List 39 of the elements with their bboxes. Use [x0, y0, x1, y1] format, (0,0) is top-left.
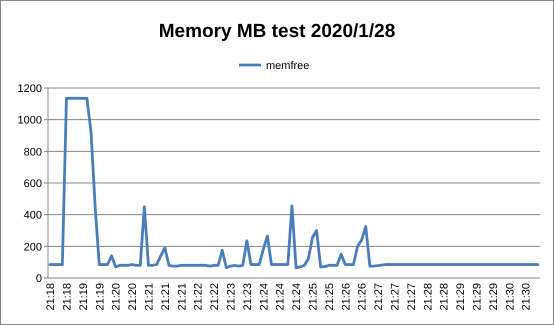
x-tick-label: 21:22 [192, 283, 205, 311]
x-tick-label: 21:19 [94, 283, 106, 311]
x-tick-label: 21:24 [258, 283, 270, 311]
x-tick-label: 21:28 [438, 283, 451, 311]
x-tick-label: 21:24 [274, 283, 287, 311]
y-tick-label: 200 [24, 241, 42, 254]
x-tick-label: 21:23 [225, 283, 238, 311]
x-tick-label: 21:29 [488, 283, 500, 311]
x-tick-label: 21:30 [504, 283, 516, 311]
x-tick-label: 21:21 [143, 283, 156, 311]
x-tick-label: 21:29 [455, 283, 468, 311]
x-tick-label: 21:25 [307, 283, 320, 311]
x-tick-label: 21:28 [422, 283, 434, 311]
y-tick-label: 1000 [18, 114, 42, 127]
y-tick-label: 1200 [18, 83, 42, 95]
x-tick-label: 21:27 [406, 283, 418, 311]
chart-title: Memory MB test 2020/1/28 [158, 21, 396, 42]
x-tick-label: 21:29 [471, 283, 484, 311]
x-tick-label: 21:23 [242, 283, 254, 311]
x-tick-label: 21:24 [291, 283, 304, 311]
x-tick-label: 21:20 [127, 283, 140, 311]
x-tick-label: 21:18 [45, 283, 58, 311]
x-tick-label: 21:25 [324, 283, 336, 311]
x-tick-label: 21:19 [78, 283, 90, 311]
x-tick-label: 21:26 [340, 283, 352, 311]
y-tick-label: 800 [24, 146, 42, 158]
y-tick-label: 400 [24, 210, 42, 222]
x-tick-label: 21:27 [389, 283, 402, 311]
x-tick-label: 21:21 [160, 283, 172, 311]
x-tick-label: 21:21 [176, 283, 188, 311]
y-tick-label: 600 [24, 178, 42, 190]
x-tick-label: 21:27 [373, 283, 386, 311]
x-tick-label: 21:18 [61, 283, 74, 311]
legend-label: memfree [266, 60, 310, 72]
x-tick-label: 21:30 [520, 283, 533, 311]
x-tick-label: 21:26 [356, 283, 369, 311]
y-tick-label: 0 [36, 273, 42, 285]
x-tick-label: 21:22 [209, 283, 222, 311]
x-tick-label: 21:20 [110, 283, 123, 311]
